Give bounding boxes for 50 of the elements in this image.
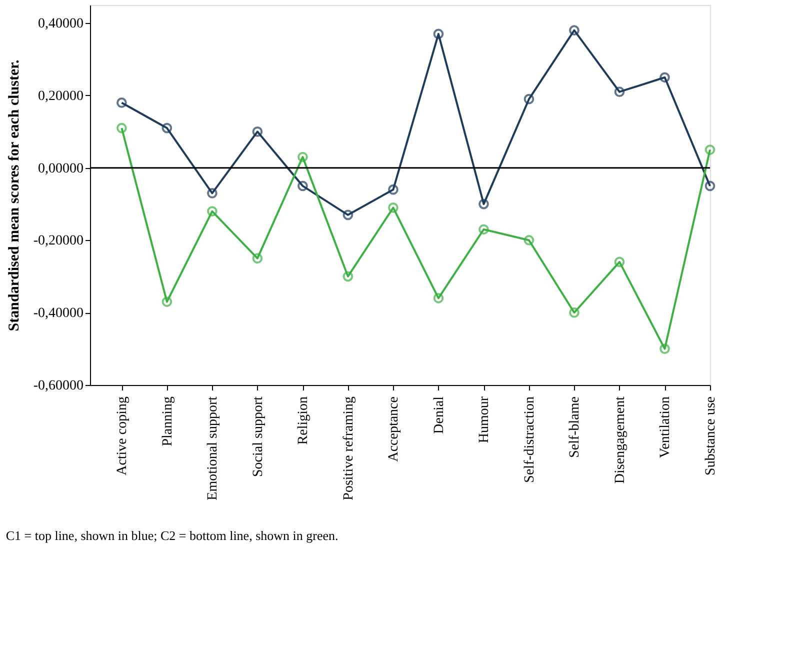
point <box>162 122 172 134</box>
point <box>388 184 398 195</box>
point <box>162 296 172 307</box>
point <box>569 25 580 36</box>
y-tick-label: 0,20000 <box>38 88 84 104</box>
point <box>478 198 489 210</box>
x-tick-label: Planning <box>160 396 176 446</box>
x-tick-label: Substance use <box>704 396 718 476</box>
y-axis-title: Standardised mean scores for each cluster. <box>6 60 22 332</box>
point <box>478 224 489 235</box>
x-tick-label: Religion <box>296 396 312 445</box>
x-tick-label: Humour <box>477 396 492 444</box>
point <box>298 180 308 192</box>
point <box>207 206 218 216</box>
x-tick-label: Self-distraction <box>522 396 538 483</box>
y-tick-label: 0,00000 <box>38 161 84 176</box>
point <box>252 126 263 137</box>
point <box>342 210 354 220</box>
point <box>342 271 354 282</box>
point <box>298 152 308 162</box>
x-tick-label: Ventilation <box>658 396 674 458</box>
y-tick-label: -0,40000 <box>33 306 84 322</box>
x-tick-label: Emotional support <box>206 396 221 500</box>
point <box>704 144 716 155</box>
x-tick-label: Positive reframing <box>341 396 356 500</box>
point <box>704 180 716 192</box>
point <box>207 188 218 198</box>
point <box>569 307 580 318</box>
x-tick-label: Social support <box>250 396 266 477</box>
point <box>614 86 625 98</box>
point <box>614 256 625 268</box>
point <box>116 122 127 134</box>
point <box>252 253 263 264</box>
point <box>524 235 534 246</box>
x-tick-label: Disengagement <box>612 396 628 484</box>
x-tick-label: Active coping <box>115 396 130 476</box>
point <box>660 72 670 83</box>
point <box>388 202 398 213</box>
text: C1 = top line, shown in blue; C2 = bottom line, shown in green. <box>6 528 338 543</box>
y-tick-label: 0,40000 <box>38 16 84 32</box>
point <box>433 28 444 40</box>
point <box>116 98 127 108</box>
x-tick-label: Acceptance <box>386 396 402 462</box>
point <box>524 94 534 104</box>
point <box>433 292 444 304</box>
x-tick-label: Self-blame <box>568 396 583 458</box>
point <box>660 344 670 354</box>
x-tick-label: Denial <box>432 396 447 434</box>
y-tick-label: -0,20000 <box>33 234 84 249</box>
y-tick-label: -0,60000 <box>33 378 84 394</box>
